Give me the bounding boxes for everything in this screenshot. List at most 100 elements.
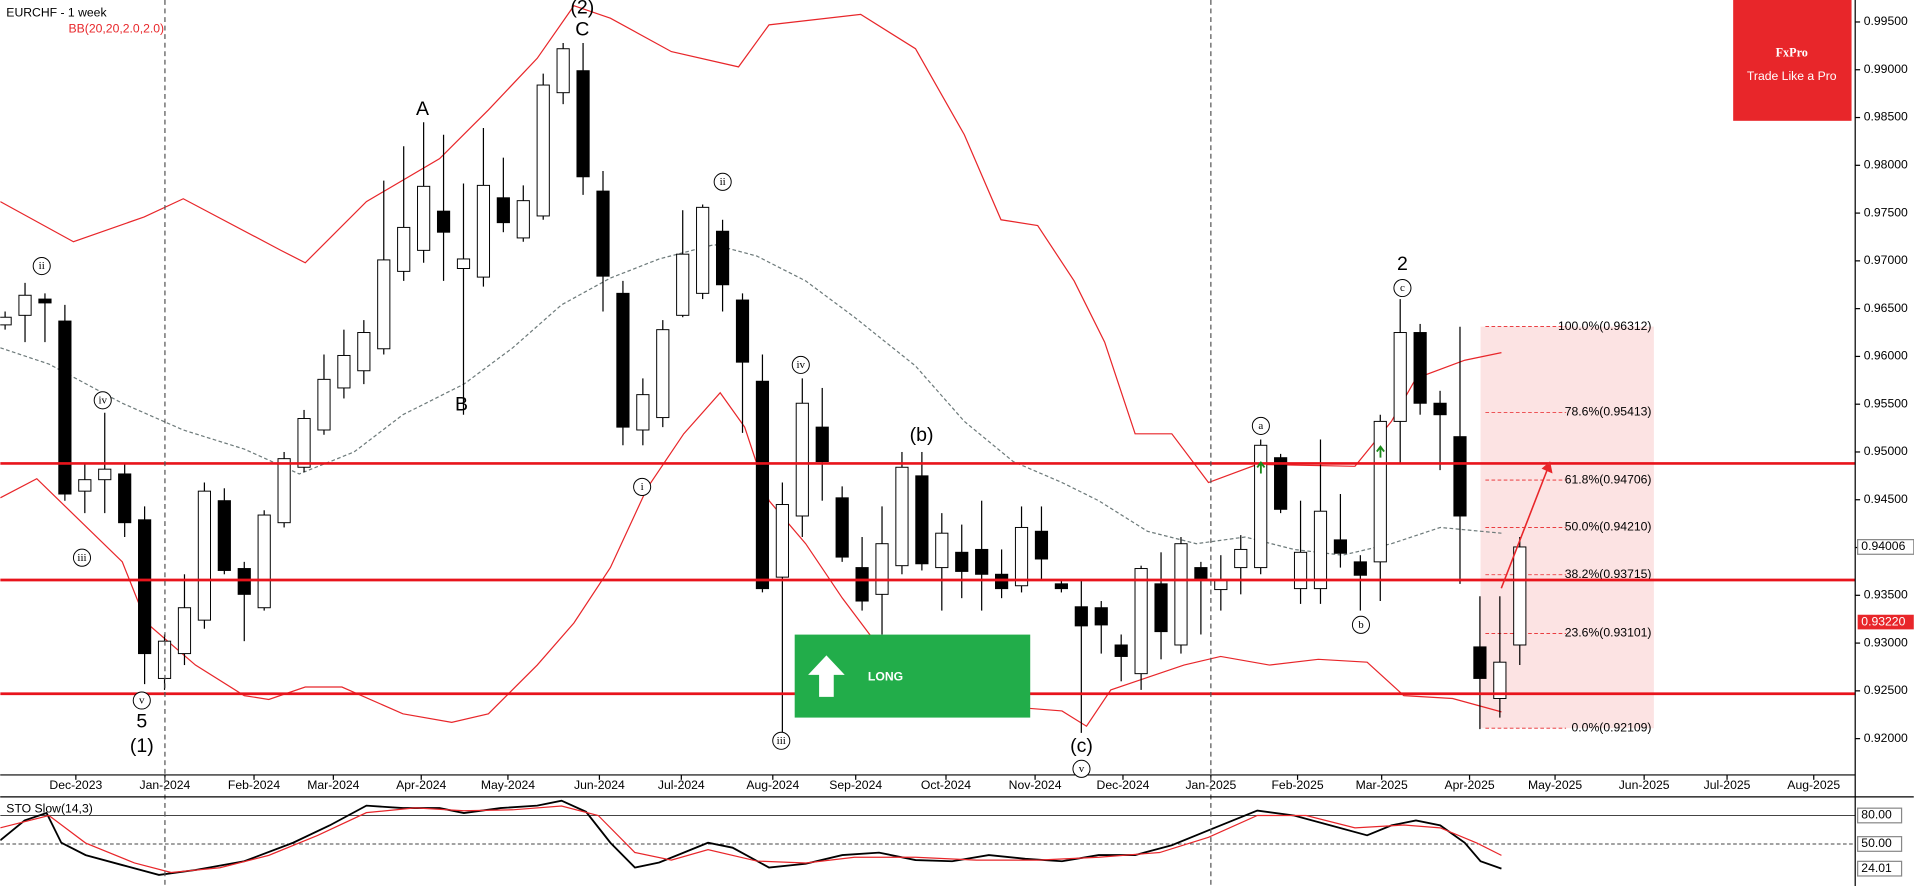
candle-body — [1054, 583, 1068, 590]
candle-body — [1473, 646, 1487, 679]
wave-label: v — [139, 695, 145, 707]
wave-label: ii — [39, 260, 45, 272]
wave-circle — [32, 257, 51, 276]
candle-body — [596, 190, 610, 277]
candle-body — [556, 48, 570, 94]
candle-body — [775, 504, 789, 578]
y-tick-label: 0.93500 — [1864, 588, 1908, 602]
wave-label: iv — [98, 394, 107, 406]
candle-body — [436, 210, 451, 233]
axis-layer: 0.920000.925000.930000.935000.940000.945… — [49, 0, 1914, 886]
candle-body — [935, 532, 949, 569]
candle-body — [616, 292, 630, 428]
candle-body — [1433, 402, 1447, 416]
x-tick-label: May-2024 — [481, 778, 535, 792]
candle-body — [576, 70, 590, 178]
y-tick-label: 50.00 — [1861, 836, 1892, 850]
candle-body — [1313, 510, 1328, 590]
candle-body — [456, 258, 471, 269]
logo-tagline: Trade Like a Pro — [1747, 69, 1837, 83]
fibonacci-label: 78.6%(0.95413) — [1565, 405, 1652, 419]
x-tick-label: Mar-2025 — [1356, 778, 1408, 792]
y-tick-label: 0.95000 — [1864, 444, 1908, 458]
y-tick-label: 0.92000 — [1864, 731, 1908, 745]
candle-body — [237, 568, 251, 595]
marker-price-box — [1857, 614, 1914, 630]
x-tick-label: Jun-2024 — [574, 778, 625, 792]
candle-body — [18, 294, 32, 316]
y-tick-label: 0.92500 — [1864, 683, 1908, 697]
candle-body — [1453, 436, 1467, 517]
candle-body — [1353, 561, 1367, 576]
wave-label: v — [1079, 763, 1085, 775]
x-tick-label: Jul-2024 — [658, 778, 705, 792]
candle-body — [516, 200, 530, 239]
y-tick-box — [1857, 836, 1903, 852]
candle-body — [138, 519, 152, 655]
candle-body — [1234, 548, 1248, 569]
x-tick-label: Dec-2023 — [49, 778, 102, 792]
candle-body — [1373, 420, 1387, 563]
x-tick-label: Jun-2025 — [1619, 778, 1670, 792]
stochastic-line — [0, 799, 1502, 876]
candle-body — [1114, 644, 1128, 657]
candle-body — [735, 299, 750, 363]
y-tick-label: 0.96500 — [1864, 301, 1908, 315]
y-tick-box — [1857, 807, 1903, 824]
buy-arrow — [1376, 445, 1385, 458]
candle-body — [177, 607, 192, 655]
candle-body — [915, 475, 929, 565]
x-tick-label: Apr-2025 — [1444, 778, 1494, 792]
x-tick-label: Feb-2024 — [228, 778, 280, 792]
wave-label: B — [455, 393, 468, 415]
signal-text: LONG — [868, 670, 903, 684]
candle-body — [337, 354, 351, 389]
candle-body — [118, 473, 132, 524]
wave-label: a — [1258, 420, 1263, 432]
fibonacci-label: 61.8%(0.94706) — [1565, 472, 1652, 486]
candle-body — [317, 378, 331, 431]
candle-body — [78, 479, 92, 492]
candle-body — [1493, 661, 1507, 699]
wave-label: b — [1358, 619, 1364, 631]
candle-body — [476, 184, 491, 278]
wave-circle — [713, 172, 732, 191]
wave-circle — [791, 355, 810, 374]
y-tick-label: 0.94500 — [1864, 492, 1908, 506]
candle-body — [197, 490, 211, 621]
wave-label: ii — [720, 176, 726, 188]
candle-body — [98, 468, 112, 481]
last-value-box — [1857, 860, 1903, 877]
x-tick-label: Jan-2025 — [1185, 778, 1236, 792]
wave-label: (1) — [130, 735, 154, 757]
fibonacci-zone — [1480, 326, 1654, 729]
y-tick-label: 80.00 — [1861, 808, 1892, 822]
candle-body — [1074, 606, 1088, 627]
candle-body — [1134, 568, 1148, 675]
candle-body — [1393, 332, 1407, 422]
candle-body — [1194, 567, 1208, 580]
wave-label: iii — [77, 552, 86, 564]
wave-circle — [633, 477, 652, 496]
candle-body — [1333, 539, 1348, 554]
x-tick-label: Sep-2024 — [829, 778, 882, 792]
x-tick-label: Oct-2024 — [921, 778, 971, 792]
wave-circle — [1393, 278, 1412, 298]
candle-body — [696, 206, 710, 294]
x-tick-label: May-2025 — [1528, 778, 1582, 792]
candle-body — [377, 259, 391, 350]
wave-label: iii — [777, 735, 786, 747]
x-tick-label: Dec-2024 — [1097, 778, 1150, 792]
candle-body — [397, 226, 411, 272]
candle-body — [835, 497, 849, 558]
wave-label: C — [575, 19, 589, 41]
candle-body — [636, 394, 650, 431]
candle-body — [656, 329, 670, 419]
signal-arrow — [808, 655, 845, 697]
candle-body — [1094, 607, 1108, 626]
candle-body — [257, 514, 271, 609]
wave-label: iv — [797, 359, 806, 371]
wave-label: 2 — [1397, 253, 1408, 275]
